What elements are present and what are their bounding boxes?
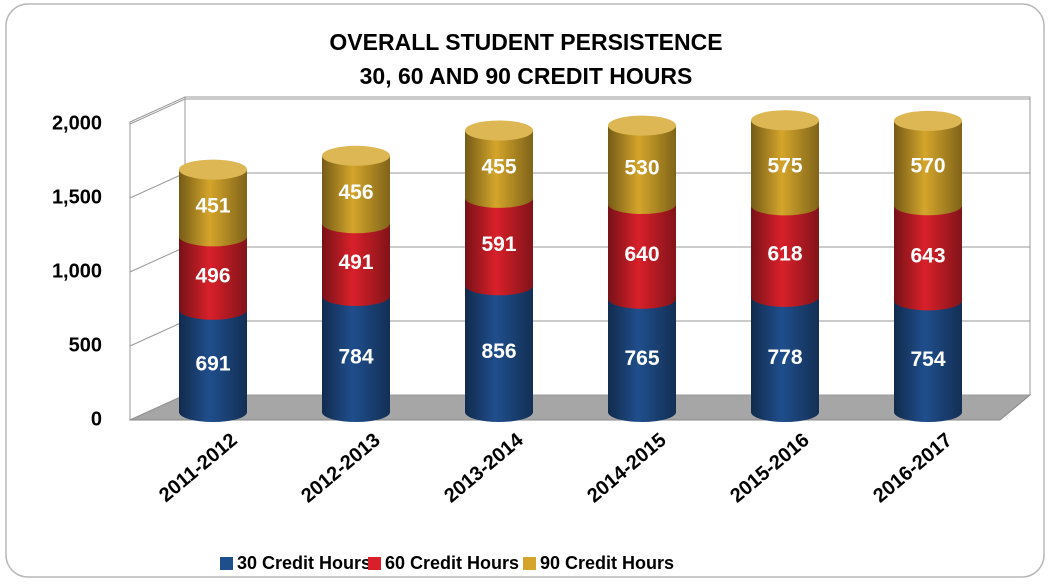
cylinder-shade bbox=[608, 298, 676, 422]
value-label: 491 bbox=[338, 251, 373, 274]
bar-segment bbox=[322, 145, 390, 234]
chart-title: OVERALL STUDENT PERSISTENCE bbox=[329, 29, 722, 55]
cylinder-shade bbox=[894, 120, 962, 216]
cylinder-shade bbox=[465, 197, 533, 296]
cylinder-shade bbox=[751, 120, 819, 216]
legend-swatch bbox=[523, 557, 536, 570]
bar-segment bbox=[894, 300, 962, 422]
cylinder-top-shine bbox=[608, 115, 676, 136]
value-label: 765 bbox=[624, 347, 659, 370]
legend-swatch bbox=[220, 557, 233, 570]
cylinder-top bbox=[465, 120, 533, 141]
bar-segment bbox=[608, 298, 676, 422]
bar-segment bbox=[751, 110, 819, 216]
legend-label: 30 Credit Hours bbox=[237, 553, 371, 573]
value-label: 455 bbox=[481, 156, 516, 179]
cylinder-top-shine bbox=[465, 120, 533, 141]
legend-label: 60 Credit Hours bbox=[385, 553, 519, 573]
value-label: 754 bbox=[910, 348, 945, 371]
y-tick-label: 500 bbox=[69, 334, 102, 356]
bar-segment bbox=[751, 205, 819, 307]
cylinder-top bbox=[608, 115, 676, 136]
cylinder-shade bbox=[179, 169, 247, 247]
cylinder-top-shine bbox=[894, 110, 962, 131]
bar-segment bbox=[465, 285, 533, 422]
bar-segment bbox=[322, 223, 390, 306]
cylinder-shade bbox=[608, 204, 676, 309]
cylinder-shade bbox=[751, 205, 819, 307]
value-label: 496 bbox=[195, 265, 230, 288]
value-label: 591 bbox=[481, 233, 516, 256]
cylinder-shade bbox=[322, 155, 390, 234]
cylinder-top bbox=[179, 159, 247, 180]
bar-segment bbox=[322, 295, 390, 422]
value-label: 530 bbox=[624, 156, 659, 179]
value-label: 451 bbox=[195, 194, 230, 217]
cylinder-shade bbox=[608, 125, 676, 215]
chart-subtitle: 30, 60 AND 90 CREDIT HOURS bbox=[360, 63, 693, 89]
value-label: 778 bbox=[767, 346, 802, 369]
bar-segment bbox=[751, 296, 819, 422]
value-label: 856 bbox=[481, 340, 516, 363]
bar-segment bbox=[179, 309, 247, 422]
bar-segment bbox=[465, 197, 533, 296]
bar-segment bbox=[465, 120, 533, 208]
cylinder-top bbox=[322, 145, 390, 166]
cylinder-shade bbox=[179, 309, 247, 422]
bar-segment bbox=[179, 236, 247, 320]
y-tick-label: 2,000 bbox=[52, 112, 102, 134]
value-label: 643 bbox=[910, 244, 945, 267]
value-label: 691 bbox=[195, 352, 230, 375]
value-label: 570 bbox=[910, 155, 945, 178]
cylinder-top bbox=[751, 110, 819, 131]
cylinder-shade bbox=[465, 285, 533, 422]
value-label: 640 bbox=[624, 243, 659, 266]
value-label: 784 bbox=[338, 346, 373, 369]
y-tick-label: 1,000 bbox=[52, 260, 102, 282]
cylinder-shade bbox=[322, 295, 390, 422]
value-label: 575 bbox=[767, 154, 802, 177]
grid-line bbox=[129, 98, 1030, 125]
bar-segment bbox=[179, 159, 247, 247]
cylinder-top-shine bbox=[751, 110, 819, 131]
cylinder-top-shine bbox=[322, 145, 390, 166]
cylinder-shade bbox=[894, 205, 962, 311]
value-label: 456 bbox=[338, 181, 373, 204]
y-tick-label: 1,500 bbox=[52, 186, 102, 208]
legend-swatch bbox=[368, 557, 381, 570]
bar-segment bbox=[608, 115, 676, 215]
bar-segment bbox=[608, 204, 676, 309]
cylinder-shade bbox=[751, 296, 819, 422]
cylinder-top bbox=[894, 110, 962, 131]
cylinder-shade bbox=[179, 236, 247, 320]
cylinder-shade bbox=[465, 130, 533, 208]
cylinder-top-shine bbox=[179, 159, 247, 180]
y-tick-label: 0 bbox=[91, 408, 102, 430]
bar-segment bbox=[894, 110, 962, 216]
cylinder-shade bbox=[322, 223, 390, 306]
value-label: 618 bbox=[767, 243, 802, 266]
bar-segment bbox=[894, 205, 962, 311]
cylinder-shade bbox=[894, 300, 962, 422]
legend-label: 90 Credit Hours bbox=[540, 553, 674, 573]
side-wall bbox=[129, 96, 186, 421]
